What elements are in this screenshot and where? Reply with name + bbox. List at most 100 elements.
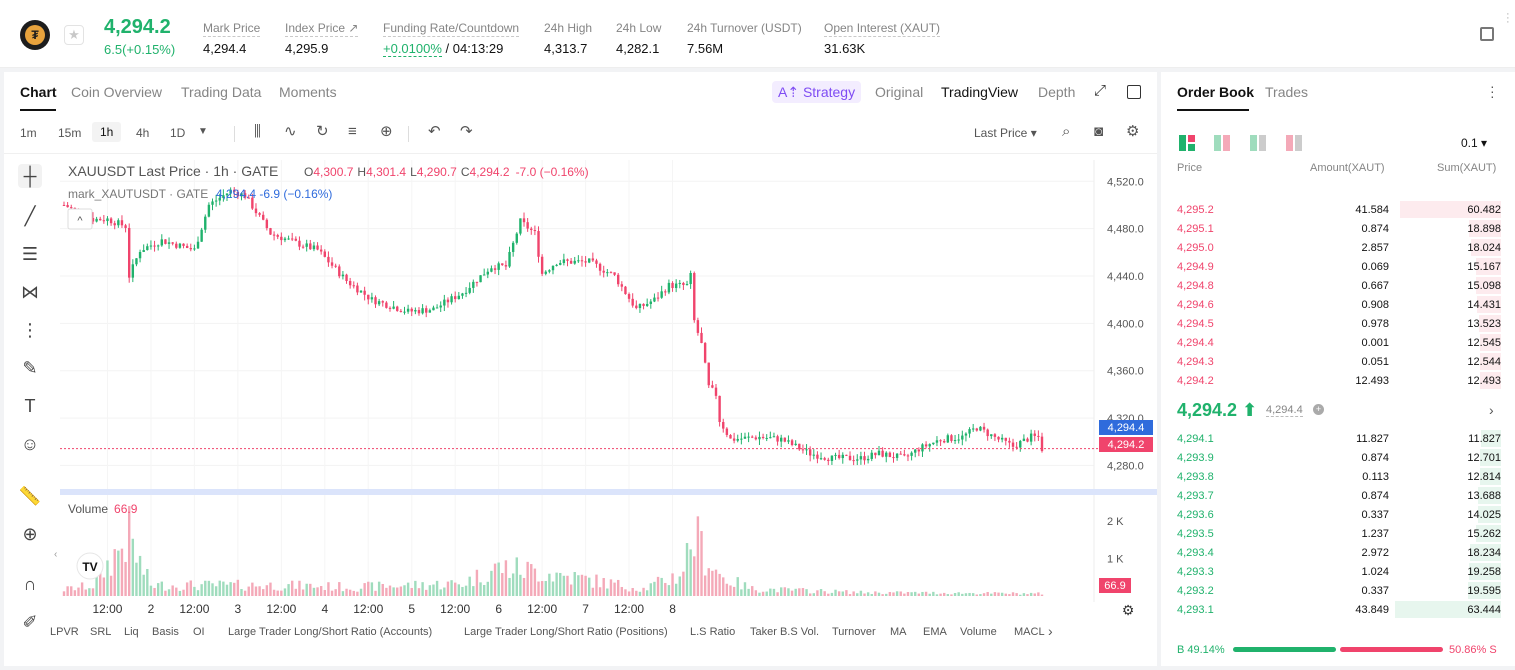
indicator-turnover[interactable]: Turnover (832, 626, 876, 638)
bid-row[interactable]: 4,293.4 2.972 18.234 (1161, 543, 1515, 562)
scroll-left-icon[interactable]: ‹ (54, 549, 57, 560)
stat-label[interactable]: Index Price ↗ (285, 21, 359, 37)
more-dots-icon[interactable]: · · · (1506, 8, 1510, 28)
chevron-right-icon[interactable]: › (1048, 623, 1053, 639)
bid-row[interactable]: 4,293.1 43.849 63.444 (1161, 600, 1515, 619)
gear-icon[interactable]: ⚙ (1126, 123, 1140, 140)
indicator-icon[interactable]: ∿ (284, 123, 297, 140)
tab-chart[interactable]: Chart (20, 84, 57, 100)
ask-row[interactable]: 4,294.5 0.978 13.523 (1161, 314, 1515, 333)
ruler-icon[interactable]: 📏 (18, 486, 42, 506)
strategy-button[interactable]: A⇡ Strategy (772, 81, 862, 103)
precision-select[interactable]: 0.1 ▾ (1461, 136, 1488, 150)
indicator-taker-b-s-vol-[interactable]: Taker B.S Vol. (750, 626, 820, 638)
pencil-lock-icon[interactable]: ✐ (22, 612, 38, 632)
stat-label[interactable]: Open Interest (XAUT) (824, 21, 941, 37)
trendline-icon[interactable]: ╱ (24, 206, 36, 226)
zoom-in-icon[interactable]: ⊕ (22, 524, 38, 544)
brush-icon[interactable]: ✎ (22, 358, 38, 378)
view-split-icon[interactable] (1214, 135, 1230, 151)
chevron-right-icon[interactable]: › (1489, 402, 1494, 418)
indicator-srl[interactable]: SRL (90, 626, 112, 638)
indicator-ema[interactable]: EMA (923, 626, 947, 638)
ask-row[interactable]: 4,295.0 2.857 18.024 (1161, 238, 1515, 257)
emoji-icon[interactable]: ☺ (20, 434, 40, 454)
volume-bar (204, 580, 207, 596)
stat-label[interactable]: Funding Rate/Countdown (383, 21, 520, 37)
book-icon[interactable] (1480, 27, 1494, 41)
camera-icon[interactable]: ◙ (1094, 123, 1104, 140)
indicator-volume[interactable]: Volume (960, 626, 997, 638)
indicator-large-trader-long-short-ratio-accounts-[interactable]: Large Trader Long/Short Ratio (Accounts) (228, 626, 433, 638)
timeframe-15m[interactable]: 15m (58, 126, 82, 140)
bid-row[interactable]: 4,293.3 1.024 19.258 (1161, 562, 1515, 581)
stat-label[interactable]: Mark Price (203, 21, 261, 37)
template-icon[interactable]: ≡ (348, 123, 357, 140)
indicator-ma[interactable]: MA (890, 626, 907, 638)
indicator-lpvr[interactable]: LPVR (50, 626, 79, 638)
view-original[interactable]: Original (875, 84, 924, 100)
tab-coin-overview[interactable]: Coin Overview (71, 84, 163, 100)
pattern-icon[interactable]: ⋈ (21, 282, 39, 302)
depth-bar (1480, 353, 1501, 370)
info-icon[interactable]: + (1313, 404, 1324, 415)
bid-row[interactable]: 4,293.5 1.237 15.262 (1161, 524, 1515, 543)
ask-row[interactable]: 4,294.6 0.908 14.431 (1161, 295, 1515, 314)
view-depth[interactable]: Depth (1038, 84, 1076, 100)
volume-bar (765, 591, 768, 596)
candle-type-icon[interactable]: ⫼ (254, 123, 261, 140)
bid-row[interactable]: 4,293.2 0.337 19.595 (1161, 581, 1515, 600)
bid-row[interactable]: 4,293.7 0.874 13.688 (1161, 486, 1515, 505)
bid-row[interactable]: 4,293.9 0.874 12.701 (1161, 448, 1515, 467)
indicator-macl[interactable]: MACL (1014, 626, 1045, 638)
view-bids-icon[interactable] (1250, 135, 1266, 151)
horizontal-lines-icon[interactable]: ☰ (21, 244, 39, 264)
timeframe-1h[interactable]: 1h (92, 122, 122, 142)
indicator-oi[interactable]: OI (193, 626, 205, 638)
view-asks-icon[interactable] (1286, 135, 1302, 151)
window-icon[interactable] (1127, 85, 1141, 99)
chart-settings-icon[interactable]: ⚙ (1122, 602, 1135, 618)
add-indicator-icon[interactable]: ⊕ (380, 123, 393, 140)
redo-icon[interactable]: ↷ (460, 123, 473, 140)
ask-row[interactable]: 4,294.4 0.001 12.545 (1161, 333, 1515, 352)
fib-icon[interactable]: ⋮ (21, 320, 39, 340)
ask-row[interactable]: 4,294.2 12.493 12.493 (1161, 371, 1515, 390)
crosshair-icon[interactable]: ┼ (18, 164, 42, 188)
ask-row[interactable]: 4,294.8 0.667 15.098 (1161, 276, 1515, 295)
bid-row[interactable]: 4,294.1 11.827 11.827 (1161, 429, 1515, 448)
tab-order-book[interactable]: Order Book (1177, 84, 1255, 100)
view-tradingview[interactable]: TradingView (941, 84, 1019, 100)
ask-row[interactable]: 4,294.3 0.051 12.544 (1161, 352, 1515, 371)
replay-icon[interactable]: ↻ (316, 123, 329, 140)
indicator-liq[interactable]: Liq (124, 626, 139, 638)
tab-trading-data[interactable]: Trading Data (181, 84, 262, 100)
bid-row[interactable]: 4,293.6 0.337 14.025 (1161, 505, 1515, 524)
tab-moments[interactable]: Moments (279, 84, 337, 100)
ask-row[interactable]: 4,295.1 0.874 18.898 (1161, 219, 1515, 238)
timeframe-1d[interactable]: 1D (170, 126, 186, 140)
collapse-legend-button[interactable] (67, 208, 93, 230)
tab-trades[interactable]: Trades (1265, 84, 1309, 100)
indicator-l-s-ratio[interactable]: L.S Ratio (690, 626, 736, 638)
undo-icon[interactable]: ↶ (428, 123, 441, 140)
search-icon[interactable]: ⌕ (1062, 123, 1071, 140)
candle (149, 245, 153, 247)
timeframe-4h[interactable]: 4h (136, 126, 150, 140)
ask-row[interactable]: 4,294.9 0.069 15.167 (1161, 257, 1515, 276)
timeframe-1m[interactable]: 1m (20, 126, 37, 140)
view-both-icon[interactable] (1179, 135, 1195, 151)
indicator-basis[interactable]: Basis (152, 626, 179, 638)
expand-icon[interactable]: ⤢ (1094, 82, 1107, 99)
chevron-down-icon[interactable]: ▼ (198, 126, 208, 137)
magnet-icon[interactable]: ∩ (23, 574, 37, 594)
funding-rate-value[interactable]: +0.0100% (383, 41, 442, 57)
last-price-select[interactable]: Last Price ▾ (974, 126, 1037, 140)
bid-row[interactable]: 4,293.8 0.113 12.814 (1161, 467, 1515, 486)
text-icon[interactable]: T (24, 396, 36, 416)
favorite-star-icon[interactable]: ★ (64, 25, 84, 45)
price-chart[interactable]: 4,520.04,480.04,440.04,400.04,360.04,320… (4, 72, 1157, 626)
more-dots-icon[interactable]: · · · (1490, 78, 1495, 104)
ask-row[interactable]: 4,295.2 41.584 60.482 (1161, 200, 1515, 219)
indicator-large-trader-long-short-ratio-positions-[interactable]: Large Trader Long/Short Ratio (Positions… (464, 626, 668, 638)
